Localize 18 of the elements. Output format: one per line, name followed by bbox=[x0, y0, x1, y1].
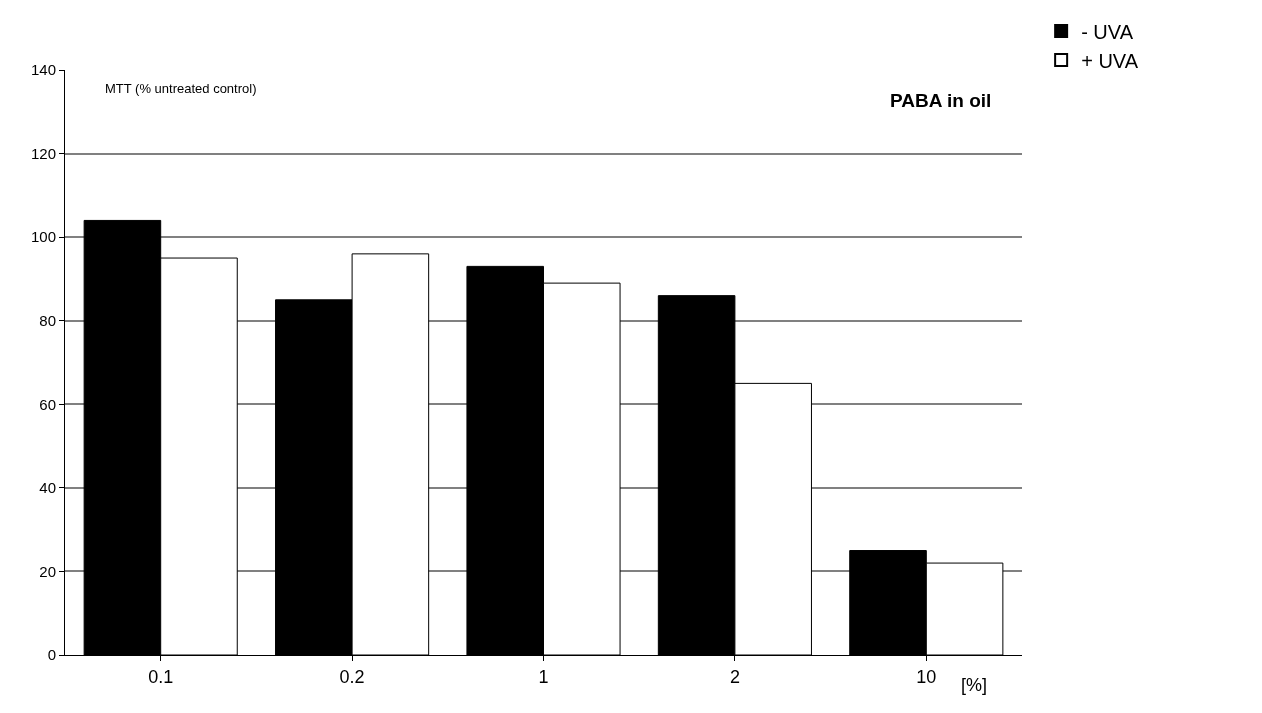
text: PABA in oil bbox=[890, 90, 992, 111]
y-axis-title: MTT (% untreated control) bbox=[105, 81, 257, 96]
x-tick-label: 0.1 bbox=[148, 666, 174, 687]
y-tick-label: 40 bbox=[39, 479, 56, 497]
y-tick-label: 60 bbox=[39, 395, 56, 413]
x-tick-label: 10 bbox=[916, 666, 937, 687]
y-tick-label: 140 bbox=[30, 61, 56, 79]
y-tick-label: 20 bbox=[39, 562, 56, 580]
legend-label: - UVA bbox=[1081, 20, 1134, 43]
legend-label: + UVA bbox=[1081, 49, 1139, 72]
x-tick-label: 1 bbox=[538, 666, 549, 687]
x-axis-title: [%] bbox=[961, 675, 988, 695]
x-tick-label: 0.2 bbox=[339, 666, 365, 687]
y-tick-label: 80 bbox=[39, 311, 56, 329]
y-tick-label: 120 bbox=[30, 144, 56, 162]
y-tick-label: 100 bbox=[30, 228, 56, 246]
y-tick-label: 0 bbox=[47, 646, 56, 664]
x-tick-label: 2 bbox=[729, 666, 740, 687]
